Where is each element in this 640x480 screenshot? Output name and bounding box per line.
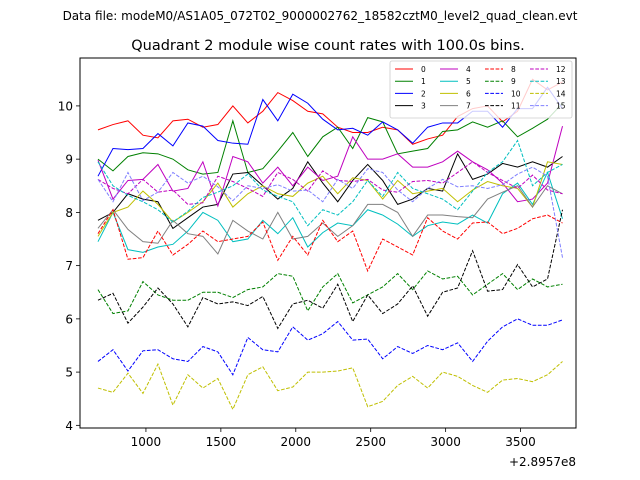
x-tick-label: 3500	[505, 435, 536, 449]
legend-label-2: 2	[421, 89, 426, 98]
legend-label-11: 11	[511, 102, 521, 111]
y-tick-label: 4	[65, 419, 73, 433]
legend-label-13: 13	[556, 77, 566, 86]
x-tick-label: 2000	[281, 435, 312, 449]
y-tick-label: 5	[65, 366, 73, 380]
x-tick-label: 3000	[430, 435, 461, 449]
series-line-12	[97, 161, 563, 205]
x-tick-label: 1500	[206, 435, 237, 449]
chart-title: Quadrant 2 module wise count rates with …	[131, 38, 525, 54]
series-line-13	[97, 139, 563, 227]
series-line-9	[97, 270, 563, 315]
legend-label-5: 5	[466, 77, 471, 86]
series-line-14	[97, 361, 563, 411]
legend-label-1: 1	[421, 77, 426, 86]
legend-label-9: 9	[511, 77, 516, 86]
y-tick-label: 6	[65, 312, 73, 326]
x-tick-label: 2500	[355, 435, 386, 449]
figure-suptitle: Data file: modeM0/AS1A05_072T02_90000027…	[63, 9, 578, 23]
legend-label-15: 15	[556, 102, 566, 111]
legend-label-4: 4	[466, 65, 471, 74]
y-tick-label: 7	[65, 259, 73, 273]
series-line-11	[97, 209, 563, 330]
legend-label-10: 10	[511, 89, 521, 98]
series-line-10	[97, 318, 563, 376]
series-line-1	[97, 102, 563, 175]
legend-box	[389, 60, 573, 119]
legend-label-6: 6	[466, 89, 471, 98]
series-line-7	[97, 185, 563, 255]
y-tick-label: 10	[58, 99, 73, 113]
y-tick-label: 9	[65, 153, 73, 167]
legend-label-12: 12	[556, 65, 566, 74]
legend-label-7: 7	[466, 102, 471, 111]
x-tick-label: 1000	[131, 435, 162, 449]
legend-label-0: 0	[421, 65, 426, 74]
legend-label-8: 8	[511, 65, 516, 74]
series-line-8	[97, 208, 563, 273]
x-offset-label: +2.8957e8	[509, 455, 576, 469]
y-tick-label: 8	[65, 206, 73, 220]
series-line-4	[97, 126, 563, 208]
x-axis: 1000 1500 2000 2500 3000 3500	[131, 428, 536, 449]
legend-label-3: 3	[421, 102, 426, 111]
y-axis: 4 5 6 7 8 9 10	[58, 99, 80, 433]
legend-label-14: 14	[556, 89, 566, 98]
axes-frame	[79, 57, 577, 429]
series-layer	[97, 78, 564, 411]
